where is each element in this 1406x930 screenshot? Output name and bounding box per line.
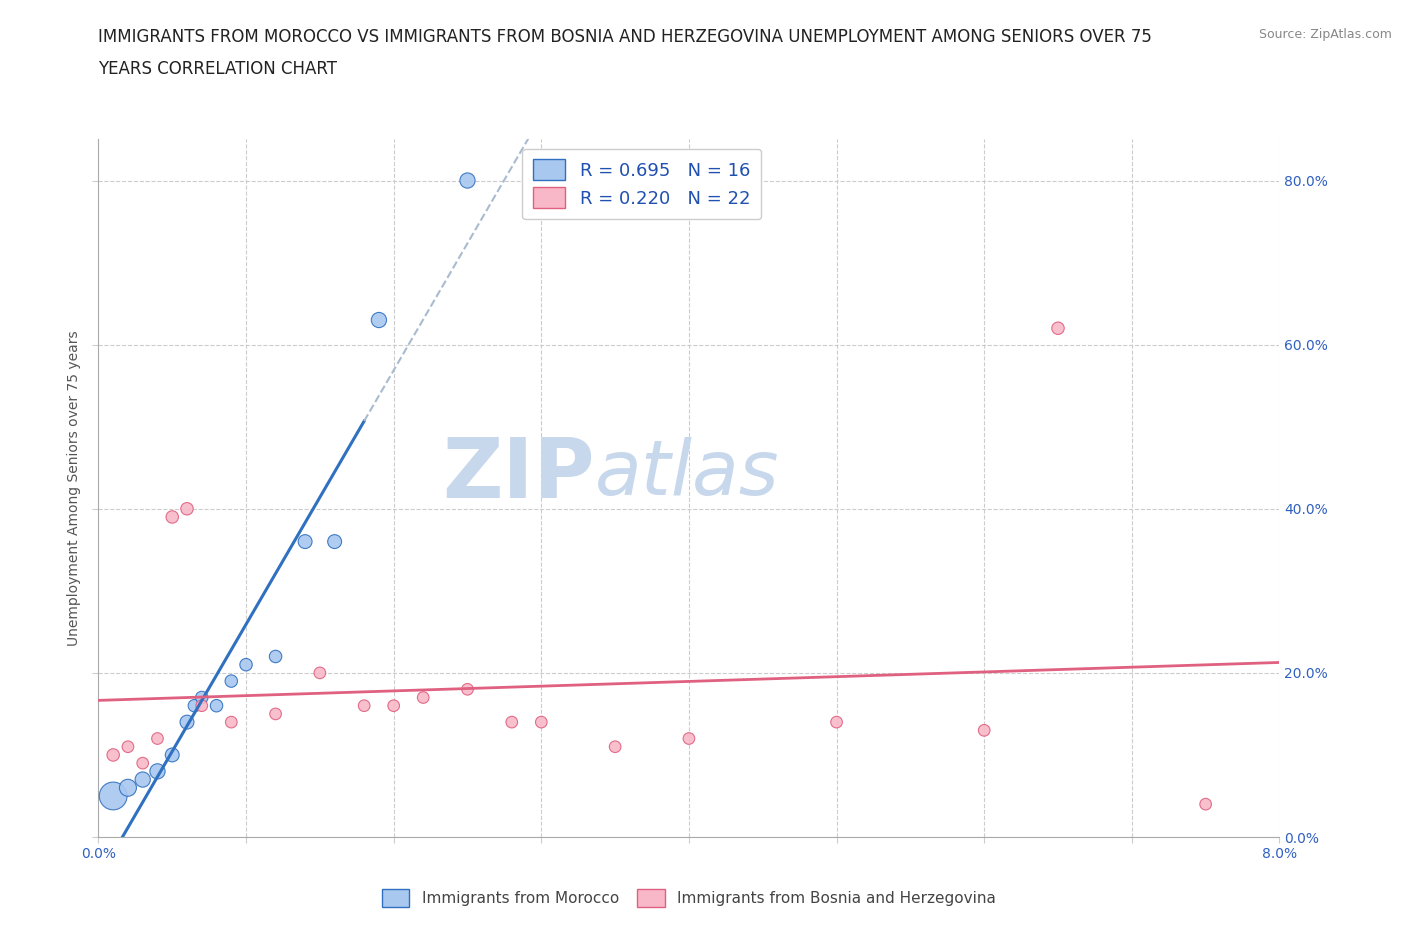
Y-axis label: Unemployment Among Seniors over 75 years: Unemployment Among Seniors over 75 years — [67, 330, 82, 646]
Point — [176, 501, 198, 516]
Point — [605, 739, 627, 754]
Point — [264, 707, 287, 722]
Point — [235, 658, 257, 672]
Point — [219, 673, 242, 688]
Text: YEARS CORRELATION CHART: YEARS CORRELATION CHART — [98, 60, 337, 78]
Legend: Immigrants from Morocco, Immigrants from Bosnia and Herzegovina: Immigrants from Morocco, Immigrants from… — [375, 884, 1002, 913]
Point — [530, 714, 553, 729]
Point — [367, 312, 389, 327]
Text: Source: ZipAtlas.com: Source: ZipAtlas.com — [1258, 28, 1392, 41]
Point — [412, 690, 434, 705]
Legend: R = 0.695   N = 16, R = 0.220   N = 22: R = 0.695 N = 16, R = 0.220 N = 22 — [522, 149, 761, 219]
Point — [146, 731, 169, 746]
Text: IMMIGRANTS FROM MOROCCO VS IMMIGRANTS FROM BOSNIA AND HERZEGOVINA UNEMPLOYMENT A: IMMIGRANTS FROM MOROCCO VS IMMIGRANTS FR… — [98, 28, 1153, 46]
Point — [973, 723, 995, 737]
Text: ZIP: ZIP — [441, 433, 595, 515]
Point — [117, 739, 139, 754]
Point — [183, 698, 205, 713]
Point — [132, 756, 155, 771]
Point — [1046, 321, 1069, 336]
Point — [678, 731, 700, 746]
Point — [294, 534, 316, 549]
Point — [146, 764, 169, 778]
Point — [162, 510, 183, 525]
Point — [103, 748, 125, 763]
Point — [103, 789, 125, 804]
Point — [353, 698, 375, 713]
Point — [382, 698, 405, 713]
Point — [219, 714, 242, 729]
Point — [117, 780, 139, 795]
Point — [264, 649, 287, 664]
Point — [191, 690, 214, 705]
Point — [323, 534, 346, 549]
Point — [825, 714, 848, 729]
Point — [132, 772, 155, 787]
Point — [456, 682, 478, 697]
Point — [205, 698, 228, 713]
Point — [162, 748, 183, 763]
Point — [191, 698, 214, 713]
Point — [308, 666, 332, 681]
Point — [456, 173, 478, 188]
Point — [176, 714, 198, 729]
Text: atlas: atlas — [595, 437, 779, 512]
Point — [1194, 797, 1216, 812]
Point — [501, 714, 523, 729]
